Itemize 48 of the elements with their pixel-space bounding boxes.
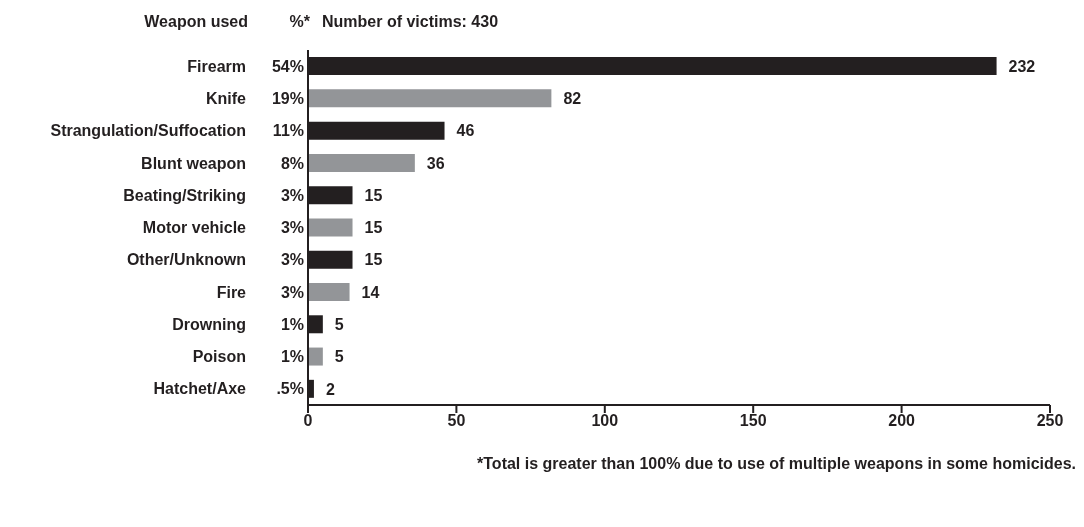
data-label: 15	[364, 186, 383, 204]
bar	[308, 218, 353, 237]
text: *Total is greater than 100% due to use of multiple weapons in some homicides.	[477, 455, 1076, 473]
data-label: 46	[456, 122, 475, 140]
text: 11%	[272, 122, 304, 140]
bar	[308, 347, 323, 366]
text: 1%	[280, 348, 304, 366]
data-label: 232	[1008, 57, 1036, 75]
x-tick-label: 100	[591, 412, 619, 430]
data-label: 15	[364, 251, 383, 269]
data-label: 2	[325, 380, 335, 398]
data-label: 82	[563, 90, 582, 108]
data-label: 36	[426, 154, 445, 172]
text: 54%	[271, 57, 304, 75]
y-tick-label: Hatchet/Axe	[153, 380, 247, 398]
y-axis-title: Weapon used	[144, 13, 248, 31]
x-tick-label: 200	[888, 412, 916, 430]
x-tick-label: 150	[739, 412, 767, 430]
text: 8%	[280, 154, 304, 172]
y-tick-label: Beating/Striking	[123, 186, 246, 204]
text: 3%	[280, 251, 304, 269]
y-tick-label: Poison	[192, 348, 246, 366]
data-label: 14	[361, 283, 380, 301]
text: .5%	[276, 380, 304, 398]
text: 1%	[280, 315, 304, 333]
chart-title: Number of victims: 430	[322, 13, 499, 31]
y-tick-label: Blunt weapon	[141, 154, 246, 172]
text: 3%	[280, 219, 304, 237]
y-tick-label: Strangulation/Suffocation	[50, 122, 246, 140]
y-tick-label: Drowning	[172, 315, 246, 333]
bar	[308, 283, 350, 302]
data-label: 15	[364, 219, 383, 237]
text: 19%	[271, 90, 304, 108]
x-tick-label: 250	[1036, 412, 1064, 430]
bar	[308, 153, 415, 172]
text: %*	[289, 13, 310, 31]
data-label: 5	[334, 348, 344, 366]
bar	[308, 89, 552, 108]
text: 3%	[280, 283, 304, 301]
x-tick-label: 50	[447, 412, 466, 430]
y-tick-label: Firearm	[187, 57, 246, 75]
y-tick-label: Knife	[206, 90, 247, 108]
y-tick-label: Motor vehicle	[142, 219, 247, 237]
text: 3%	[280, 186, 304, 204]
y-tick-label: Fire	[216, 283, 247, 301]
y-tick-label: Other/Unknown	[126, 251, 246, 269]
x-tick-label: 0	[303, 412, 313, 430]
data-label: 5	[334, 315, 344, 333]
